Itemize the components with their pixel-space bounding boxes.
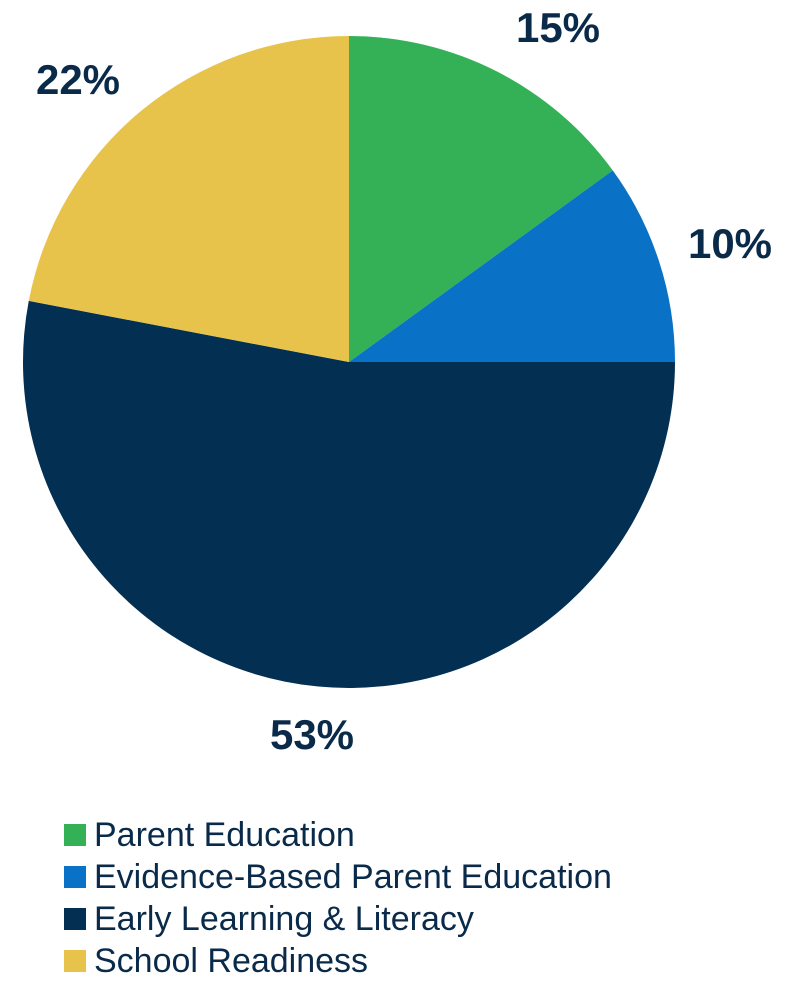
pie-slice-parent-education — [349, 36, 613, 362]
data-label-2: 10% — [688, 220, 772, 267]
data-label-3: 53% — [270, 711, 354, 758]
pie-chart: 15% 10% 53% 22% — [22, 4, 772, 758]
legend-label: Evidence-Based Parent Education — [94, 858, 612, 896]
legend-label: Parent Education — [94, 816, 355, 854]
pie-slices — [22, 35, 675, 688]
pie-slice-evidence-based-parent-education — [349, 170, 675, 362]
legend-swatch — [64, 908, 86, 930]
legend: Parent Education Evidence-Based Parent Ed… — [64, 814, 612, 982]
pie-slice-school-readiness — [28, 35, 350, 363]
pie-slice-early-learning-literacy — [22, 300, 675, 688]
legend-label: School Readiness — [94, 942, 369, 980]
legend-label: Early Learning & Literacy — [94, 900, 474, 938]
pie-data-labels: 15% 10% 53% 22% — [36, 4, 772, 758]
data-label-4: 22% — [36, 56, 120, 103]
legend-swatch — [64, 950, 86, 972]
legend-item: Parent Education — [64, 814, 612, 856]
legend-swatch — [64, 866, 86, 888]
legend-item: School Readiness — [64, 940, 612, 982]
legend-item: Early Learning & Literacy — [64, 898, 612, 940]
legend-item: Evidence-Based Parent Education — [64, 856, 612, 898]
data-label-1: 15% — [516, 4, 600, 51]
legend-swatch — [64, 824, 86, 846]
